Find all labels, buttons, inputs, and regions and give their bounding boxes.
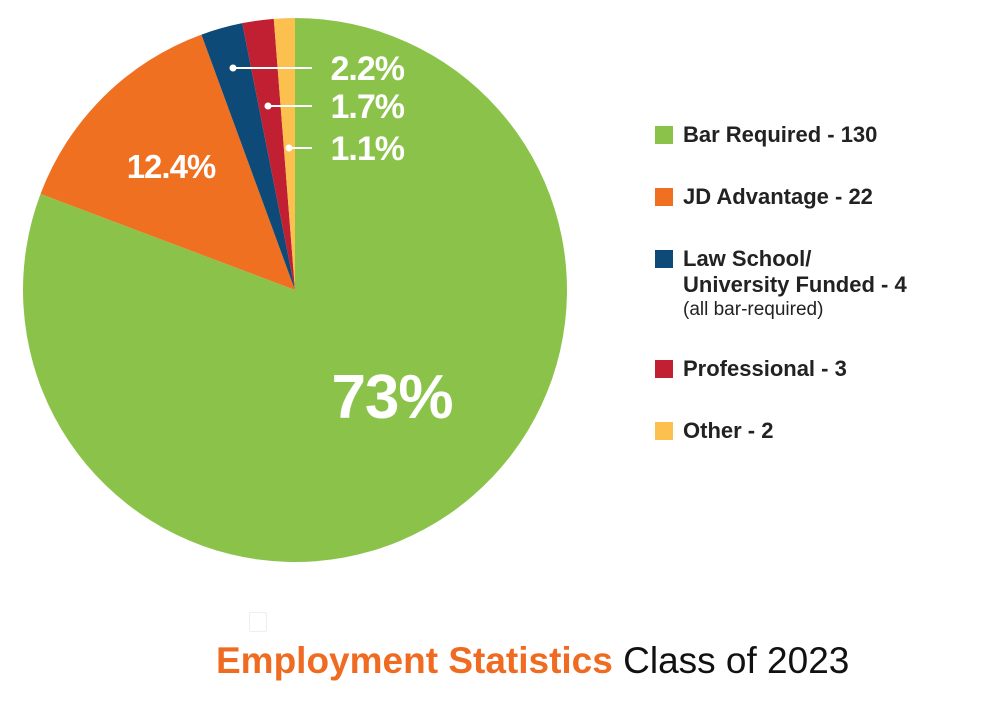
title-sub: Class of 2023 <box>623 640 850 681</box>
leader-dot <box>264 102 272 110</box>
legend-note: (all bar-required) <box>683 299 824 320</box>
pie-slice-bar-required <box>23 18 568 562</box>
legend-swatch <box>655 126 673 144</box>
legend-swatch <box>655 360 673 378</box>
legend-item-other: Other - 2 <box>655 418 907 444</box>
pie-slice-professional <box>242 18 295 291</box>
title-main: Employment Statistics <box>216 640 613 681</box>
legend-label: JD Advantage - 22 <box>683 184 873 209</box>
slice-label: 2.2% <box>331 50 405 88</box>
pie-slice-jd-advantage <box>40 34 295 290</box>
legend-label: Professional - 3 <box>683 356 847 381</box>
chart-title: Employment Statistics Class of 2023 <box>216 640 849 682</box>
slice-label: 12.4% <box>127 148 216 185</box>
legend-item-jd-advantage: JD Advantage - 22 <box>655 184 907 210</box>
legend-label: Other - 2 <box>683 418 774 443</box>
slice-label: 1.7% <box>331 88 405 126</box>
legend-swatch <box>655 422 673 440</box>
legend-swatch <box>655 188 673 206</box>
legend-item-bar-required: Bar Required - 130 <box>655 122 907 148</box>
pie-slice-other <box>273 18 295 290</box>
legend: Bar Required - 130 JD Advantage - 22 Law… <box>655 122 907 444</box>
legend-label: University Funded - 4 <box>683 272 907 297</box>
leader-dot <box>285 144 293 152</box>
slice-label: 1.1% <box>331 130 405 168</box>
legend-label: Bar Required - 130 <box>683 122 878 147</box>
placeholder-box <box>249 612 267 632</box>
slice-label: 73% <box>331 363 452 432</box>
legend-item-law-school: Law School/ University Funded - 4 (all b… <box>655 246 907 322</box>
leader-dot <box>229 64 237 72</box>
legend-item-professional: Professional - 3 <box>655 356 907 382</box>
legend-label: Law School/ <box>683 246 812 271</box>
pie-slice-law-school-university-funded <box>201 23 295 290</box>
legend-swatch <box>655 250 673 268</box>
